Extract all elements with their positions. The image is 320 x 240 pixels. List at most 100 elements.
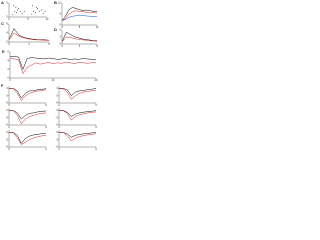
y-tick-label: 0 (6, 16, 8, 19)
x-tick-label: 0 (8, 126, 10, 129)
x-tick-label: 10 (96, 26, 99, 29)
y-tick-label: 0 (6, 87, 8, 90)
point (16, 12, 18, 14)
y-tick-label: 2 (7, 68, 9, 71)
y-tick-label: 10 (58, 2, 61, 5)
x-tick-label: 9 (45, 104, 47, 107)
x-tick-label: 0 (9, 79, 11, 82)
point (38, 10, 40, 12)
panel-label: A (1, 0, 4, 5)
y-tick-label: 4 (7, 59, 9, 62)
y-tick-label: -6 (6, 124, 9, 127)
series-line (8, 28, 50, 41)
y-tick-label: 6 (7, 51, 9, 54)
series-line (59, 110, 97, 117)
panel-label: E (2, 49, 5, 54)
x-tick-label: 0 (8, 18, 10, 21)
point (32, 5, 34, 7)
y-tick-label: 0 (56, 131, 58, 134)
x-tick-label: 9 (45, 148, 47, 151)
y-tick-label: -3 (56, 116, 59, 119)
series-line (9, 110, 47, 125)
y-tick-label: -6 (56, 146, 59, 149)
x-tick-label: 8 (48, 43, 50, 46)
panel-label: C (1, 21, 4, 26)
x-tick-label: 0 (8, 148, 10, 151)
y-tick-label: 4 (6, 32, 8, 35)
point (19, 10, 21, 12)
series-line (9, 88, 47, 102)
point (16, 9, 18, 11)
point (33, 10, 35, 12)
point (40, 9, 42, 11)
x-tick-label: 0 (58, 104, 60, 107)
x-tick-label: 10 (52, 79, 55, 82)
y-tick-label: -3 (56, 138, 59, 141)
panel-label: F (1, 83, 4, 88)
y-tick-label: 0 (59, 24, 61, 27)
y-tick-label: -3 (6, 94, 9, 97)
series-line (9, 58, 97, 75)
y-tick-label: -6 (56, 102, 59, 105)
page: A 0 5 0 5 10 B 0 5 10 0 5 10 C 0 4 8 0 4 8 D 0 3 6 0 4 8 E 0 2 4 6 0 10 20… (1, 0, 99, 151)
x-tick-label: 0 (8, 43, 10, 46)
point (31, 13, 33, 15)
series-line (9, 88, 47, 99)
x-tick-label: 0 (61, 45, 63, 48)
point (35, 6, 37, 8)
x-tick-label: 0 (8, 104, 10, 107)
point (23, 10, 25, 12)
series-line (59, 88, 97, 97)
series-line (8, 32, 50, 41)
series-line (9, 132, 47, 145)
point (21, 13, 23, 15)
y-tick-label: 3 (59, 36, 61, 39)
y-tick-label: 0 (59, 43, 61, 46)
y-tick-label: -3 (6, 116, 9, 119)
series-line (61, 10, 98, 21)
y-tick-label: 8 (6, 23, 8, 26)
y-tick-label: -3 (6, 138, 9, 141)
series-line (58, 88, 97, 100)
y-tick-label: 5 (6, 2, 8, 5)
y-tick-label: -6 (6, 146, 9, 149)
point (14, 10, 16, 12)
series-line (61, 7, 98, 21)
x-tick-label: 5 (27, 18, 29, 21)
x-tick-label: 8 (96, 45, 98, 48)
x-tick-label: 0 (58, 148, 60, 151)
x-tick-label: 9 (95, 126, 97, 129)
x-tick-label: 0 (61, 26, 63, 29)
y-tick-label: 6 (59, 29, 61, 32)
x-tick-label: 4 (79, 45, 81, 48)
point (13, 5, 15, 7)
x-tick-label: 4 (28, 43, 30, 46)
point (15, 6, 17, 8)
x-tick-label: 9 (45, 126, 47, 129)
y-tick-label: 5 (59, 13, 61, 16)
y-tick-label: 0 (6, 131, 8, 134)
point (18, 8, 19, 10)
series-line (58, 110, 97, 121)
y-tick-label: -6 (6, 102, 9, 105)
point (42, 13, 44, 15)
y-tick-label: -6 (56, 124, 59, 127)
x-tick-label: 9 (95, 148, 97, 151)
y-tick-label: -3 (56, 94, 59, 97)
y-tick-label: 0 (6, 41, 8, 44)
series-line (9, 132, 47, 144)
series-line (10, 56, 97, 71)
y-tick-label: 0 (7, 77, 9, 80)
x-tick-label: 9 (95, 104, 97, 107)
point (35, 12, 37, 14)
series-line (9, 110, 47, 120)
series-line (61, 36, 98, 42)
y-tick-label: 0 (6, 109, 8, 112)
series-line (59, 132, 97, 138)
series-line (61, 14, 98, 21)
panel-label: B (54, 0, 57, 5)
x-tick-label: 10 (46, 18, 49, 21)
y-tick-label: 0 (56, 109, 58, 112)
series-line (59, 132, 97, 142)
